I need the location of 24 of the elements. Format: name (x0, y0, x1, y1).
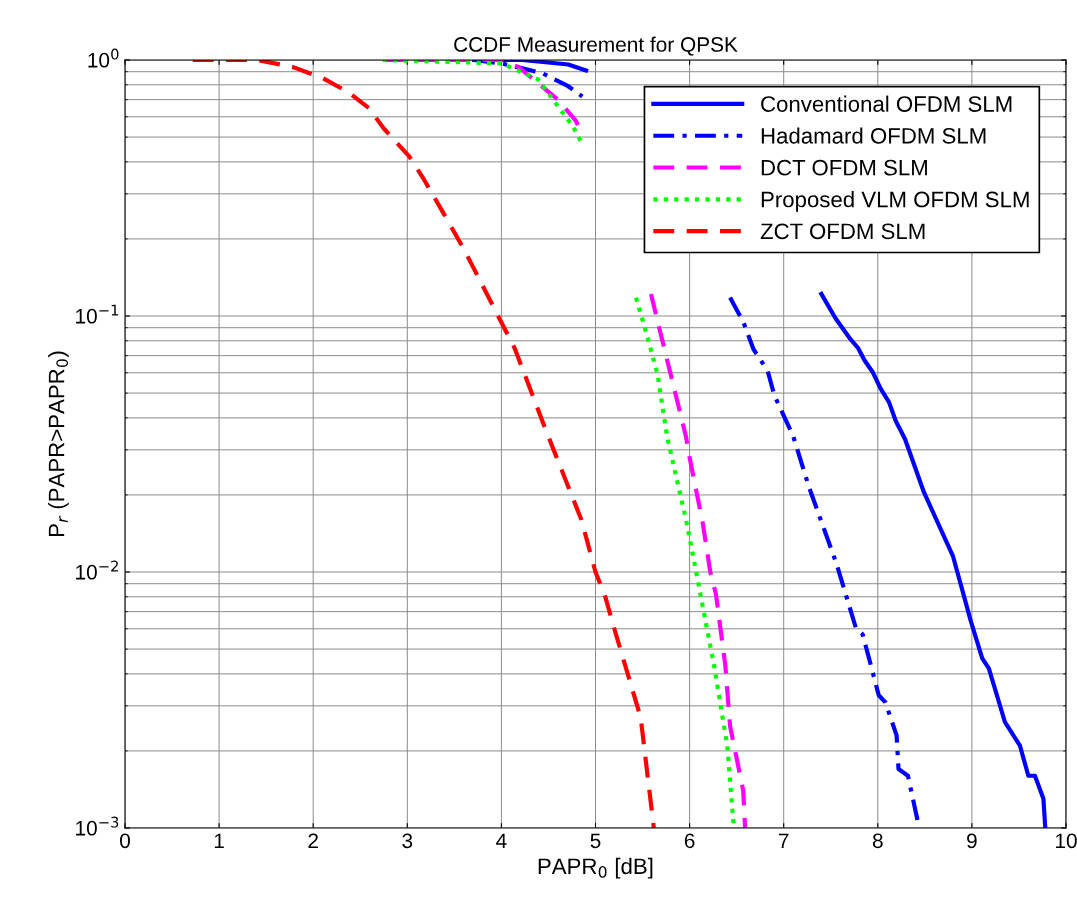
x-tick-label: 0 (120, 833, 130, 849)
x-tick-label: 9 (967, 833, 977, 849)
x-tick-label: 2 (308, 833, 318, 848)
y-axis-title: P$_{r}$ (PAPR>PAPR$_{0}$) (48, 351, 69, 537)
chart-title: CCDF Measurement for QPSK (454, 36, 738, 56)
legend-label: Conventional OFDM SLM (761, 95, 1012, 112)
y-tick-label: 10$^{−2}$ (76, 560, 118, 580)
x-tick-label: 7 (778, 833, 789, 848)
x-axis-title: PAPR$_{0}$ [dB] (538, 857, 653, 879)
y-tick-label: 10$^{−3}$ (76, 816, 119, 836)
y-tick-label: 10$^{0}$ (88, 48, 119, 68)
x-tick-label: 3 (402, 833, 413, 849)
x-tick-label: 6 (684, 833, 695, 849)
x-tick-label: 8 (872, 833, 883, 849)
y-tick-label: 10$^{−1}$ (76, 304, 119, 324)
x-tick-label: 10 (1056, 833, 1077, 849)
legend-label: Hadamard OFDM SLM (761, 127, 986, 144)
line-series (190, 60, 656, 828)
x-tick-label: 1 (214, 833, 224, 848)
x-tick-label: 5 (590, 833, 601, 849)
legend-label: DCT OFDM SLM (761, 159, 927, 176)
legend-label: Proposed VLM OFDM SLM (761, 191, 1029, 212)
legend-label: ZCT OFDM SLM (760, 223, 925, 240)
x-tick-label: 4 (496, 833, 507, 848)
